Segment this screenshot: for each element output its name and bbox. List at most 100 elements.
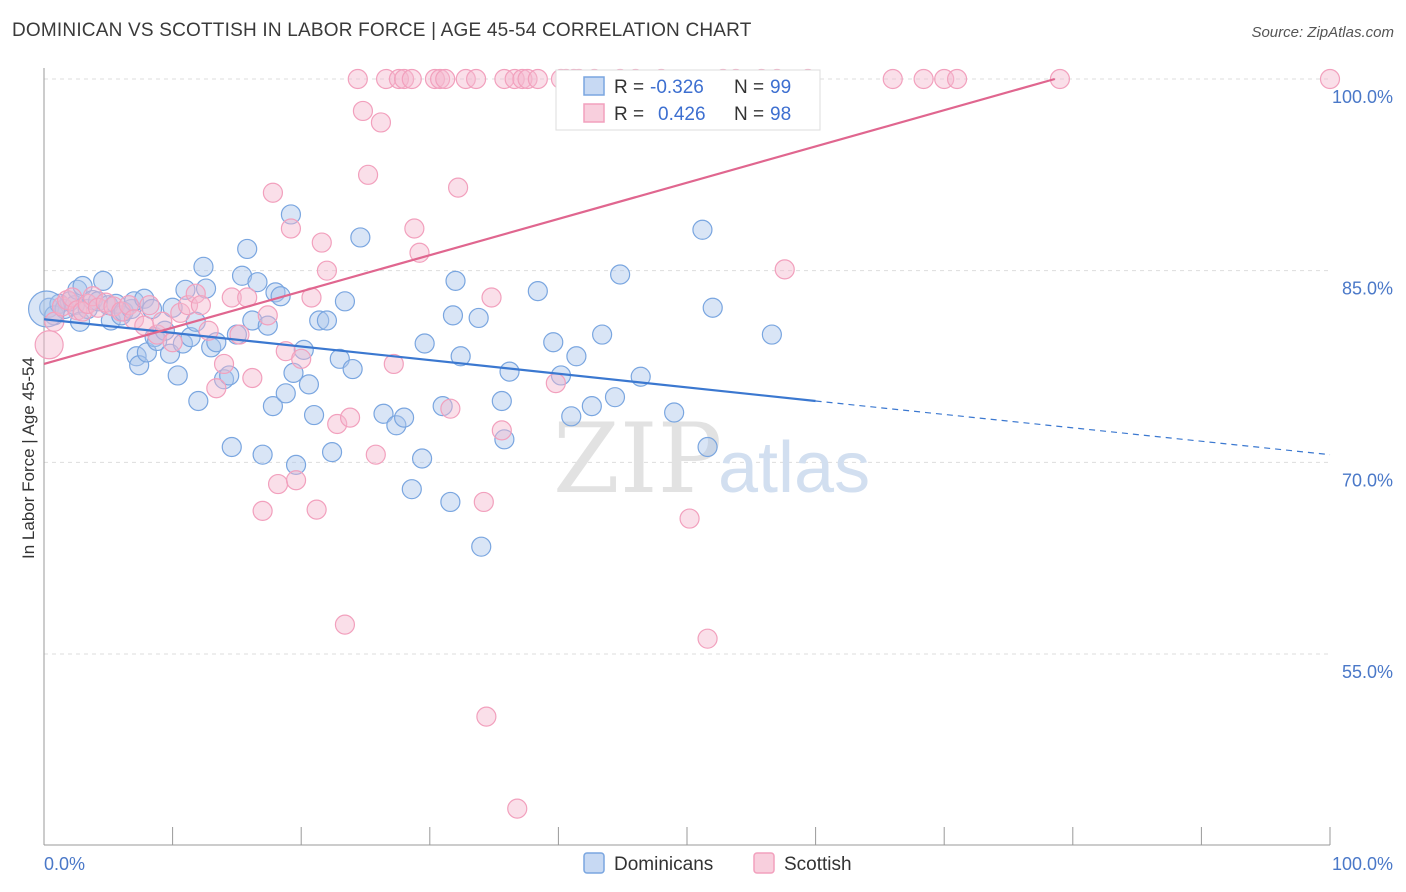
point-scottish — [401, 68, 422, 90]
point-dominicans — [242, 310, 263, 331]
point-scottish — [291, 348, 312, 369]
watermark-zip: ZIP — [553, 403, 722, 515]
point-scottish — [447, 177, 469, 198]
point-dominicans — [432, 396, 453, 417]
axes — [43, 68, 1331, 846]
trend-line-dominicans — [43, 318, 816, 403]
x-tick-label: 100.0% — [1332, 854, 1393, 874]
point-dominicans — [561, 406, 582, 427]
point-scottish — [913, 68, 934, 90]
point-dominicans — [252, 444, 273, 465]
y-axis-label: In Labor Force | Age 45-54 — [19, 357, 38, 559]
point-dominicans — [334, 291, 356, 312]
point-scottish — [527, 68, 548, 90]
point-dominicans — [697, 436, 718, 458]
point-dominicans — [262, 396, 284, 417]
point-scottish — [206, 378, 227, 399]
y-tick-label: 100.0% — [1332, 87, 1393, 107]
point-dominicans — [692, 219, 713, 240]
point-dominicans — [195, 278, 217, 299]
x-tick-label: 0.0% — [44, 854, 85, 874]
point-dominicans — [321, 442, 343, 463]
x-tick-labels: 0.0% 100.0% — [44, 854, 1393, 874]
point-scottish — [190, 295, 211, 316]
point-scottish — [82, 286, 103, 307]
point-dominicans — [257, 315, 278, 336]
point-dominicans — [129, 355, 150, 376]
point-dominicans — [175, 279, 196, 300]
point-dominicans — [219, 365, 240, 386]
point-scottish — [280, 218, 302, 239]
point-dominicans — [414, 333, 435, 354]
source-label: Source: ZipAtlas.com — [1251, 24, 1394, 41]
bottom-legend-swatch-scottish — [753, 852, 775, 874]
point-dominicans — [93, 270, 114, 291]
point-scottish — [476, 706, 497, 727]
point-scottish — [334, 614, 356, 635]
point-dominicans — [440, 491, 461, 513]
point-scottish — [697, 628, 718, 649]
point-scottish — [262, 182, 284, 203]
point-dominicans — [468, 307, 489, 329]
point-dominicans — [298, 374, 320, 395]
legend-n-dominicans: 99 — [770, 77, 791, 98]
point-scottish — [242, 367, 263, 389]
point-dominicans — [471, 536, 492, 557]
point-dominicans — [450, 346, 471, 367]
point-dominicans — [581, 396, 602, 417]
point-scottish — [429, 68, 451, 90]
point-dominicans — [445, 270, 466, 291]
point-scottish — [170, 302, 191, 323]
point-scottish — [327, 413, 348, 435]
trend-line-scottish — [43, 77, 1056, 366]
point-dominicans — [702, 297, 723, 318]
legend-n-scottish: 98 — [770, 104, 791, 125]
point-scottish — [162, 332, 183, 353]
point-scottish — [494, 68, 515, 90]
y-tick-label: 55.0% — [1342, 662, 1393, 682]
legend-n-label-dominicans: N = — [734, 77, 764, 98]
point-scottish — [357, 164, 379, 185]
point-scottish — [365, 444, 386, 465]
point-scottish — [512, 68, 533, 90]
point-scottish — [257, 305, 278, 326]
point-scottish — [347, 68, 368, 90]
point-scottish — [352, 100, 374, 122]
point-scottish — [679, 508, 700, 529]
point-dominicans — [527, 281, 548, 302]
legend-swatch-dominicans — [583, 76, 605, 96]
point-scottish — [185, 283, 206, 304]
point-scottish — [545, 373, 566, 394]
point-dominicans — [543, 332, 564, 353]
point-scottish — [1049, 68, 1071, 90]
point-scottish — [404, 218, 425, 239]
y-tick-label: 70.0% — [1342, 470, 1393, 490]
point-scottish — [882, 68, 903, 90]
legend-r-scottish: 0.426 — [658, 104, 706, 125]
point-dominicans — [237, 238, 258, 260]
point-scottish — [285, 470, 307, 491]
point-scottish — [62, 287, 83, 308]
point-scottish — [473, 491, 494, 513]
trend-lines — [43, 77, 1331, 456]
point-scottish — [517, 68, 538, 90]
point-dominicans — [499, 361, 520, 382]
point-dominicans — [285, 454, 307, 475]
point-scottish — [316, 260, 338, 281]
point-scottish — [34, 330, 64, 360]
chart-title: DOMINICAN VS SCOTTISH IN LABOR FORCE | A… — [12, 20, 752, 41]
point-scottish — [213, 353, 235, 375]
point-dominicans — [604, 387, 626, 408]
legend-box: R = -0.326 N = 99 R = 0.426 N = 98 — [555, 69, 821, 131]
watermark: ZIP atlas — [553, 403, 870, 515]
point-scottish — [435, 68, 456, 90]
point-dominicans — [350, 227, 371, 248]
point-scottish — [370, 112, 392, 133]
point-dominicans — [342, 358, 363, 380]
point-dominicans — [275, 383, 296, 404]
point-dominicans — [401, 479, 422, 500]
point-dominicans — [393, 407, 415, 428]
point-dominicans — [247, 272, 268, 293]
point-scottish — [221, 287, 242, 308]
